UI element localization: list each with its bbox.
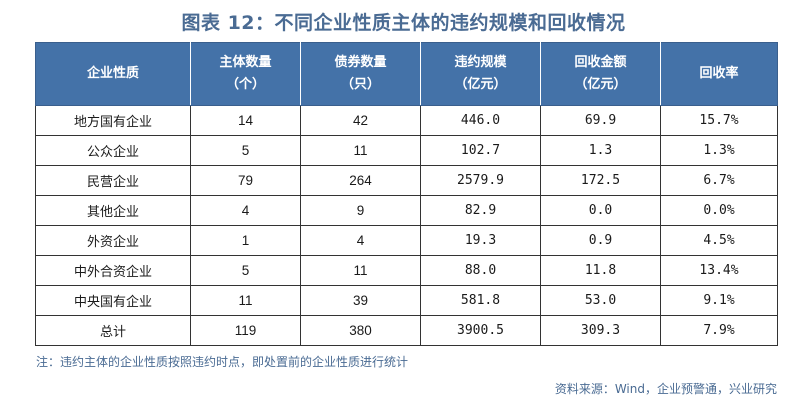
cell-enterprise-type: 公众企业 bbox=[35, 135, 191, 166]
cell-recovery-rate: 7.9% bbox=[660, 315, 778, 346]
cell-issuer-count: 5 bbox=[190, 255, 301, 286]
table-row: 其他企业 4 9 82.9 0.0 0.0% bbox=[35, 195, 778, 226]
cell-bond-count: 42 bbox=[300, 105, 421, 136]
cell-issuer-count: 14 bbox=[190, 105, 301, 136]
cell-issuer-count: 4 bbox=[190, 195, 301, 226]
cell-recovery-amount: 11.8 bbox=[540, 255, 661, 286]
cell-issuer-count: 5 bbox=[190, 135, 301, 166]
cell-recovery-rate: 9.1% bbox=[660, 285, 778, 316]
cell-default-amount: 2579.9 bbox=[420, 165, 541, 196]
cell-recovery-amount: 0.9 bbox=[540, 225, 661, 256]
header-recovery-rate: 回收率 bbox=[660, 42, 778, 106]
cell-bond-count: 9 bbox=[300, 195, 421, 226]
cell-enterprise-type: 总计 bbox=[35, 315, 191, 346]
cell-recovery-rate: 13.4% bbox=[660, 255, 778, 286]
table-row: 地方国有企业 14 42 446.0 69.9 15.7% bbox=[35, 105, 778, 136]
footnote: 注：违约主体的企业性质按照违约时点，即处置前的企业性质进行统计 bbox=[36, 355, 409, 369]
figure-title: 图表 12：不同企业性质主体的违约规模和回收情况 bbox=[181, 12, 626, 34]
cell-issuer-count: 79 bbox=[190, 165, 301, 196]
cell-issuer-count: 1 bbox=[190, 225, 301, 256]
cell-recovery-amount: 172.5 bbox=[540, 165, 661, 196]
default-recovery-table: 企业性质 主体数量 （个） 债券数量 （只） 违约规模 （亿元） 回收金额 （亿元） 回… bbox=[35, 42, 778, 346]
cell-enterprise-type: 中外合资企业 bbox=[35, 255, 191, 286]
cell-default-amount: 581.8 bbox=[420, 285, 541, 316]
cell-recovery-rate: 1.3% bbox=[660, 135, 778, 166]
cell-enterprise-type: 中央国有企业 bbox=[35, 285, 191, 316]
cell-issuer-count: 119 bbox=[190, 315, 301, 346]
cell-enterprise-type: 其他企业 bbox=[35, 195, 191, 226]
cell-enterprise-type: 外资企业 bbox=[35, 225, 191, 256]
cell-recovery-rate: 6.7% bbox=[660, 165, 778, 196]
cell-bond-count: 4 bbox=[300, 225, 421, 256]
header-enterprise-type: 企业性质 bbox=[35, 42, 191, 106]
header-bond-count: 债券数量 （只） bbox=[300, 42, 421, 106]
table-row: 中外合资企业 5 11 88.0 11.8 13.4% bbox=[35, 255, 778, 286]
cell-bond-count: 264 bbox=[300, 165, 421, 196]
cell-enterprise-type: 地方国有企业 bbox=[35, 105, 191, 136]
cell-default-amount: 88.0 bbox=[420, 255, 541, 286]
cell-issuer-count: 11 bbox=[190, 285, 301, 316]
cell-recovery-amount: 53.0 bbox=[540, 285, 661, 316]
cell-recovery-amount: 1.3 bbox=[540, 135, 661, 166]
cell-recovery-amount: 69.9 bbox=[540, 105, 661, 136]
source-line: 资料来源：Wind，企业预警通，兴业研究 bbox=[554, 382, 777, 396]
cell-recovery-rate: 15.7% bbox=[660, 105, 778, 136]
cell-default-amount: 446.0 bbox=[420, 105, 541, 136]
cell-bond-count: 380 bbox=[300, 315, 421, 346]
header-default-amount: 违约规模 （亿元） bbox=[420, 42, 541, 106]
cell-recovery-amount: 0.0 bbox=[540, 195, 661, 226]
cell-recovery-amount: 309.3 bbox=[540, 315, 661, 346]
cell-enterprise-type: 民营企业 bbox=[35, 165, 191, 196]
cell-recovery-rate: 4.5% bbox=[660, 225, 778, 256]
table-row: 民营企业 79 264 2579.9 172.5 6.7% bbox=[35, 165, 778, 196]
table-row: 中央国有企业 11 39 581.8 53.0 9.1% bbox=[35, 285, 778, 316]
cell-bond-count: 11 bbox=[300, 135, 421, 166]
table-row: 外资企业 1 4 19.3 0.9 4.5% bbox=[35, 225, 778, 256]
cell-bond-count: 11 bbox=[300, 255, 421, 286]
cell-recovery-rate: 0.0% bbox=[660, 195, 778, 226]
header-issuer-count: 主体数量 （个） bbox=[190, 42, 301, 106]
cell-default-amount: 3900.5 bbox=[420, 315, 541, 346]
table-header-row: 企业性质 主体数量 （个） 债券数量 （只） 违约规模 （亿元） 回收金额 （亿元） 回… bbox=[35, 42, 778, 106]
table-body: 地方国有企业 14 42 446.0 69.9 15.7% 公众企业 5 11 102.7 1.3 1… bbox=[35, 105, 778, 346]
header-recovery-amount: 回收金额 （亿元） bbox=[540, 42, 661, 106]
cell-default-amount: 102.7 bbox=[420, 135, 541, 166]
cell-bond-count: 39 bbox=[300, 285, 421, 316]
table-row: 公众企业 5 11 102.7 1.3 1.3% bbox=[35, 135, 778, 166]
table-row: 总计 119 380 3900.5 309.3 7.9% bbox=[35, 315, 778, 346]
cell-default-amount: 82.9 bbox=[420, 195, 541, 226]
cell-default-amount: 19.3 bbox=[420, 225, 541, 256]
